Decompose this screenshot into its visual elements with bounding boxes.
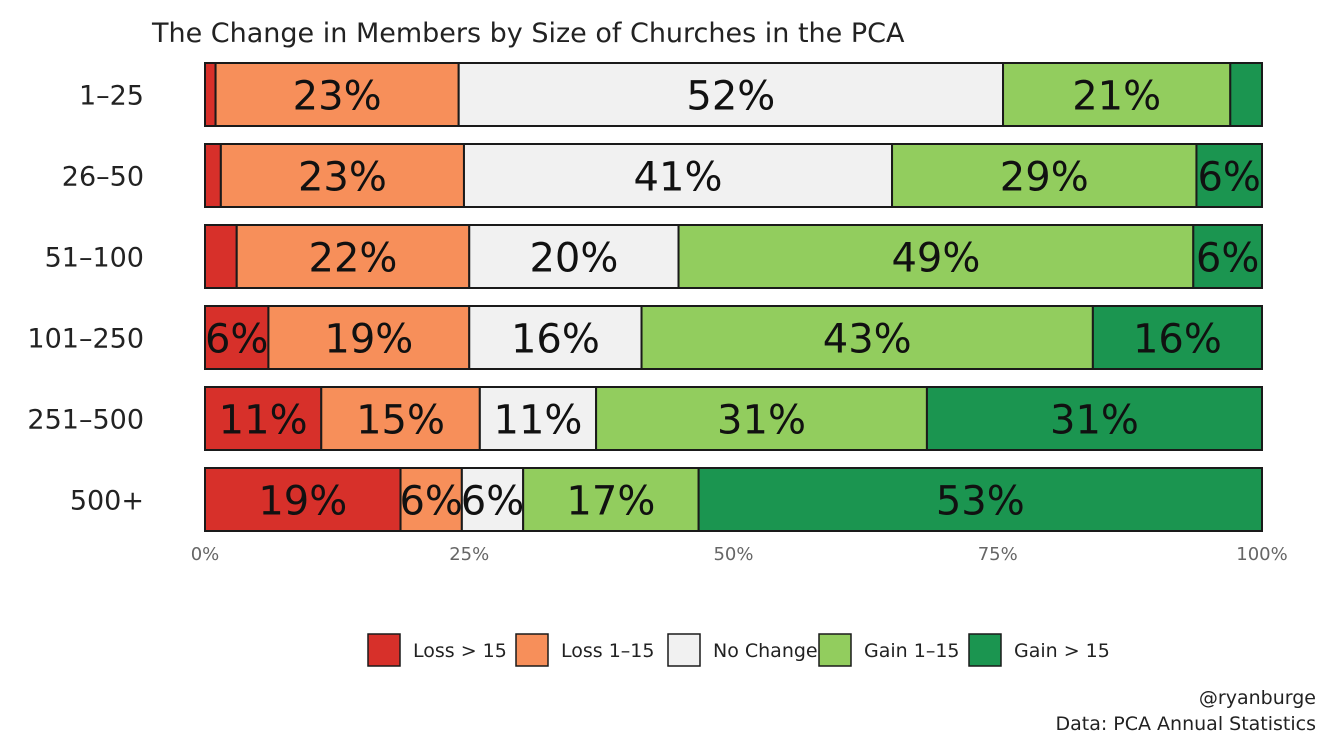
data-label: 17% (566, 479, 655, 525)
legend-swatch (367, 633, 401, 667)
x-tick-label: 0% (191, 544, 220, 565)
legend: Loss > 15 Loss 1–15 No Change Gain 1–15 Gain… (367, 633, 1110, 667)
category-label: 101–250 (27, 324, 144, 355)
bar-segment (891, 143, 1198, 208)
bar-segment (320, 386, 481, 451)
data-label: 20% (529, 236, 618, 282)
x-tick-label: 75% (978, 544, 1018, 565)
data-label: 6% (1196, 236, 1259, 282)
bar-segment (1192, 224, 1264, 289)
data-label: 41% (634, 155, 723, 201)
bar-segment (677, 224, 1195, 289)
segment-labels: 23% 52% 21%23% 41% 29% 6%22% 20% 49% 6%6% 19% 16% 4… (205, 74, 1261, 525)
bar-segment (1229, 62, 1264, 127)
legend-label: No Change (713, 640, 818, 662)
x-tick-label: 100% (1236, 544, 1287, 565)
data-label: 15% (356, 398, 445, 444)
data-label: 16% (511, 317, 600, 363)
bar-segment (204, 143, 222, 208)
credit-handle: @ryanburge (1199, 687, 1316, 709)
bar-segment (522, 467, 700, 532)
data-label: 6% (461, 479, 524, 525)
legend-swatch (667, 633, 701, 667)
data-label: 11% (494, 398, 583, 444)
legend-swatch (968, 633, 1002, 667)
bar-segment (267, 305, 471, 370)
data-label: 29% (1000, 155, 1089, 201)
data-label: 21% (1072, 74, 1161, 120)
data-label: 6% (205, 317, 268, 363)
data-label: 23% (293, 74, 382, 120)
data-label: 31% (717, 398, 806, 444)
data-label: 6% (1197, 155, 1260, 201)
data-label: 43% (823, 317, 912, 363)
bar-segment (462, 143, 894, 208)
data-label: 49% (891, 236, 980, 282)
category-label: 251–500 (27, 405, 144, 436)
legend-swatch (515, 633, 549, 667)
data-label: 22% (309, 236, 398, 282)
bar-segment (399, 467, 463, 532)
bar-segment (457, 62, 1005, 127)
bar-segment (204, 467, 402, 532)
bar-segment (204, 62, 217, 127)
legend-swatch (818, 633, 852, 667)
data-label: 23% (298, 155, 387, 201)
bar-segment (925, 386, 1264, 451)
data-label: 31% (1050, 398, 1139, 444)
bar-segment (468, 305, 643, 370)
credit-source: Data: PCA Annual Statistics (1055, 713, 1316, 735)
bar-segment (204, 224, 238, 289)
category-label: 26–50 (62, 162, 144, 193)
category-label: 51–100 (45, 243, 144, 274)
category-label: 1–25 (79, 81, 144, 112)
legend-label: Loss 1–15 (561, 640, 654, 662)
bar-segment (478, 386, 598, 451)
bar-segment (1002, 62, 1232, 127)
x-axis-ticks: 0% 25% 50% 75% 100% (191, 544, 1288, 565)
data-label: 6% (399, 479, 462, 525)
legend-label: Gain > 15 (1014, 640, 1110, 662)
category-labels: 1–25 26–50 51–100 101–250 251–500 500+ (27, 81, 144, 517)
x-tick-label: 50% (713, 544, 753, 565)
bar-segment (697, 467, 1263, 532)
bar-segment (595, 386, 928, 451)
data-label: 53% (936, 479, 1025, 525)
data-label: 19% (324, 317, 413, 363)
bar-segment (1195, 143, 1263, 208)
bar-segment (204, 386, 323, 451)
data-label: 19% (258, 479, 347, 525)
bar-segment (468, 224, 680, 289)
bars (204, 62, 1264, 532)
category-label: 500+ (70, 486, 144, 517)
bar-segment (235, 224, 471, 289)
data-label: 11% (219, 398, 308, 444)
bar-segment (204, 305, 270, 370)
legend-label: Loss > 15 (413, 640, 507, 662)
bar-segment (214, 62, 460, 127)
chart-title: The Change in Members by Size of Churche… (151, 18, 905, 49)
legend-label: Gain 1–15 (864, 640, 960, 662)
data-label: 16% (1133, 317, 1222, 363)
bar-segment (1091, 305, 1263, 370)
x-tick-label: 25% (449, 544, 489, 565)
data-label: 52% (686, 74, 775, 120)
